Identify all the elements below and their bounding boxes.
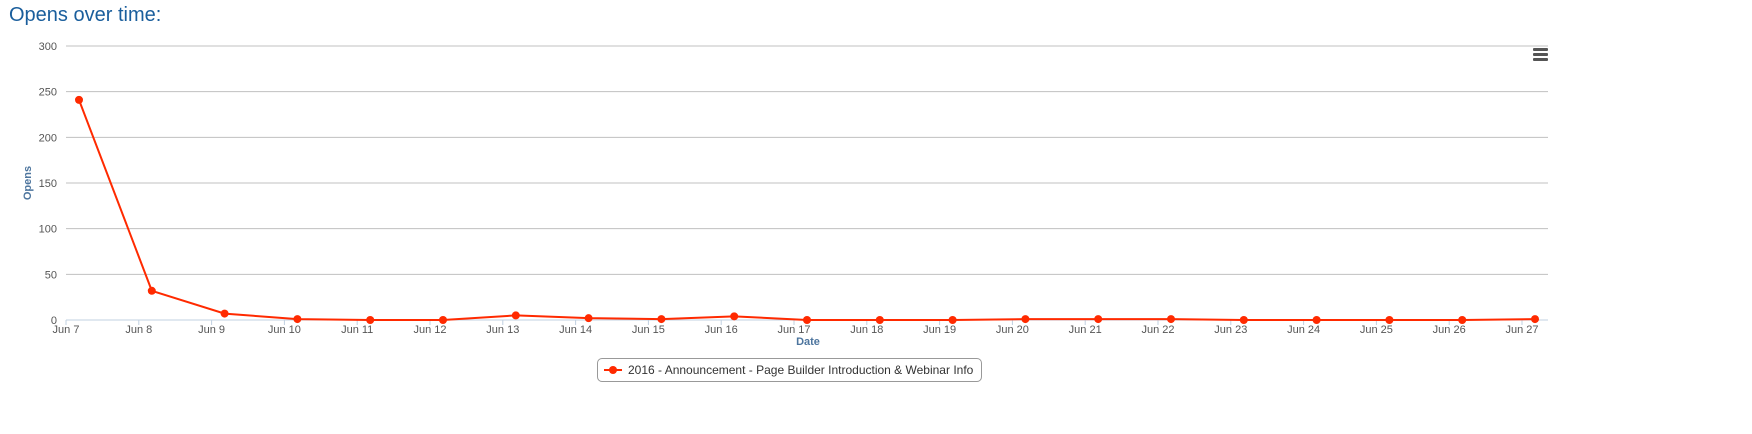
data-point [220,309,229,318]
legend-label: 2016 - Announcement - Page Builder Intro… [628,363,974,377]
data-point [1167,315,1175,324]
x-tick-label: Jun 22 [1141,324,1174,336]
x-tick-label: Jun 21 [1069,324,1102,336]
data-point [1385,316,1394,324]
x-tick-label: Jun 11 [341,324,373,336]
y-axis-label: Opens [22,166,34,200]
x-tick-label: Jun 10 [268,324,301,336]
x-tick-label: Jun 13 [486,324,519,336]
data-point [1239,316,1248,324]
x-tick-label: Jun 27 [1505,324,1538,336]
hamburger-menu-icon[interactable] [1533,48,1548,63]
y-tick-label: 200 [39,132,57,144]
data-point [1458,316,1467,324]
x-tick-label: Jun 14 [559,324,592,336]
data-point [584,314,593,323]
x-tick-label: Jun 15 [632,324,665,336]
data-point [730,312,739,321]
x-tick-label: Jun 12 [413,324,446,336]
legend-symbol [604,366,622,374]
y-tick-label: 300 [39,41,57,53]
data-point [75,95,83,104]
x-tick-label: Jun 8 [125,324,152,336]
data-point [439,316,447,324]
data-point [1531,315,1539,324]
x-tick-label: Jun 19 [923,324,956,336]
x-tick-label: Jun 7 [53,324,80,336]
x-tick-label: Jun 20 [996,324,1029,336]
y-tick-label: 0 [51,315,57,327]
data-point [366,316,375,324]
y-tick-label: 50 [45,269,57,281]
legend-item[interactable]: 2016 - Announcement - Page Builder Intro… [597,358,983,382]
x-tick-label: Jun 17 [777,324,810,336]
x-axis-label: Date [796,336,820,348]
data-point [1021,315,1030,324]
x-tick-label: Jun 26 [1433,324,1466,336]
y-tick-label: 150 [39,178,57,190]
data-point [875,316,884,324]
data-point [147,286,156,295]
x-tick-label: Jun 24 [1287,324,1320,336]
x-tick-label: Jun 23 [1214,324,1247,336]
x-tick-label: Jun 18 [850,324,883,336]
data-point [511,311,520,320]
data-point [803,316,811,324]
x-tick-label: Jun 16 [705,324,738,336]
data-point [1312,316,1321,324]
data-point [1094,315,1103,324]
series-line [78,99,1536,321]
y-tick-label: 250 [39,87,57,99]
x-tick-label: Jun 25 [1360,324,1393,336]
y-tick-label: 100 [39,224,57,236]
x-tick-label: Jun 9 [198,324,225,336]
chart-title: Opens over time: [9,4,162,26]
data-point [657,315,666,324]
data-point [293,315,302,324]
data-point [948,316,957,324]
